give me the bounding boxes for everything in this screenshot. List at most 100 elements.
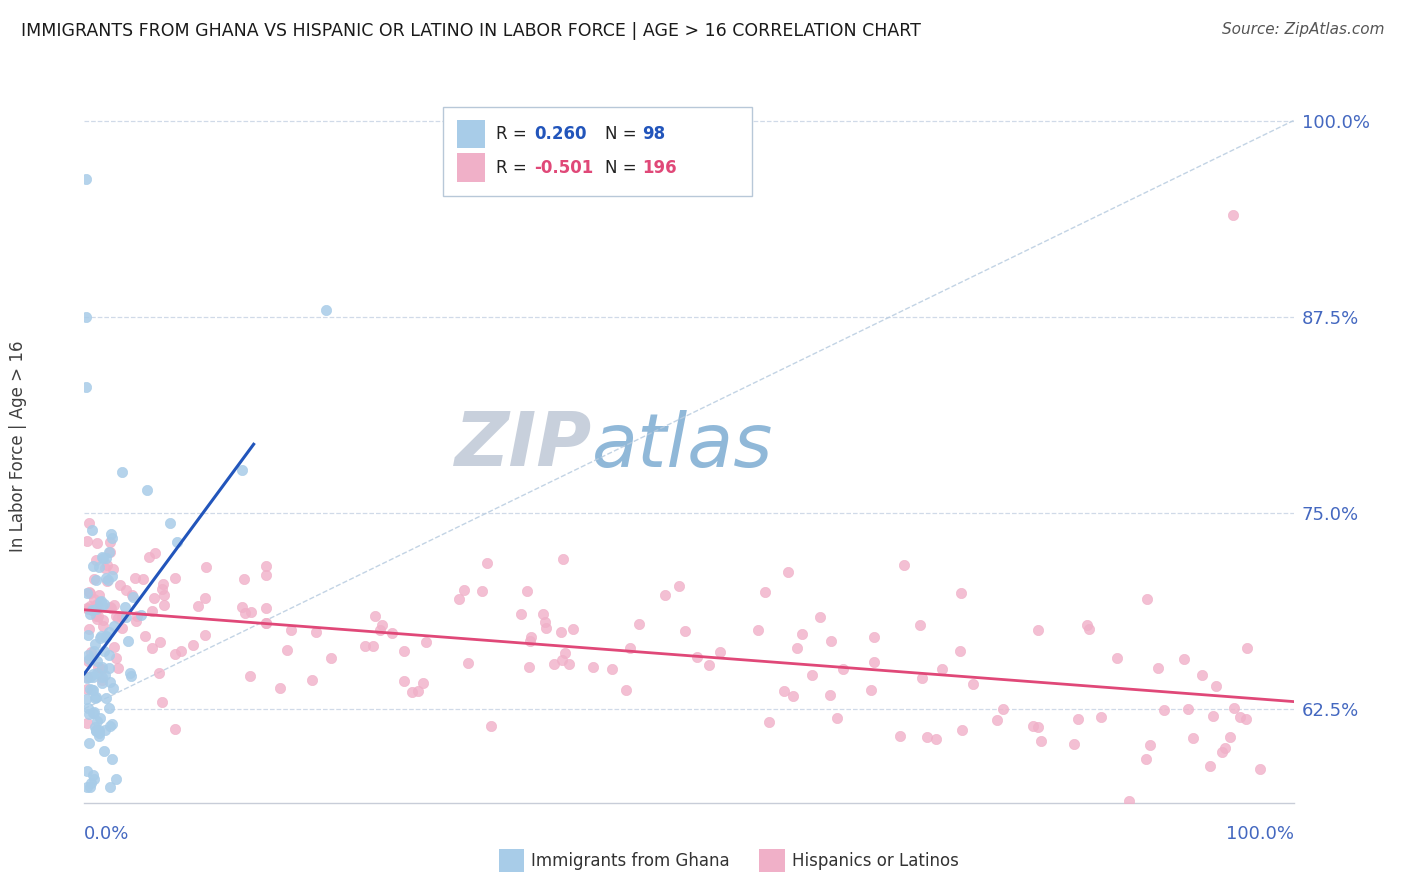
Point [79, 681, 101, 696]
Point [89, 632, 111, 646]
Point [194, 591, 217, 605]
Point [86, 714, 108, 728]
Point [83, 572, 105, 586]
Point [79, 586, 101, 600]
Point [82, 768, 104, 782]
Point [668, 579, 690, 593]
Point [1135, 752, 1157, 766]
Point [709, 645, 731, 659]
Point [1076, 618, 1098, 632]
Point [406, 683, 429, 698]
Point [103, 598, 125, 612]
Point [98, 600, 121, 615]
Point [77, 622, 100, 636]
Point [94, 551, 117, 566]
Text: 0.0%: 0.0% [84, 825, 129, 843]
Point [315, 303, 337, 318]
Point [93, 597, 115, 611]
Point [90, 629, 112, 643]
Point [1234, 712, 1257, 726]
Point [107, 661, 129, 675]
Point [831, 662, 853, 676]
Point [551, 653, 574, 667]
Point [931, 662, 953, 676]
Point [76, 533, 98, 548]
Point [516, 584, 538, 599]
Point [86, 666, 108, 681]
Point [90, 670, 112, 684]
Point [107, 611, 129, 625]
Point [392, 674, 415, 689]
Point [254, 600, 277, 615]
Point [1249, 763, 1271, 777]
Point [697, 658, 720, 673]
Point [471, 584, 494, 599]
Point [114, 609, 136, 624]
Point [77, 700, 100, 714]
Point [1222, 208, 1244, 222]
Point [254, 568, 277, 582]
Point [152, 599, 174, 613]
Point [86, 660, 108, 674]
Point [254, 615, 277, 630]
Point [370, 618, 392, 632]
Point [87, 726, 110, 740]
Point [986, 713, 1008, 727]
Point [412, 675, 434, 690]
Point [118, 665, 141, 680]
Point [1090, 710, 1112, 724]
Point [754, 584, 776, 599]
Point [76, 602, 98, 616]
Point [82, 683, 104, 698]
Point [186, 599, 208, 614]
Point [600, 662, 623, 676]
Point [520, 630, 543, 644]
Point [915, 730, 938, 744]
Text: ZIP: ZIP [456, 409, 592, 483]
Point [194, 560, 217, 574]
Point [1001, 809, 1024, 823]
Point [86, 573, 108, 587]
Text: Source: ZipAtlas.com: Source: ZipAtlas.com [1222, 22, 1385, 37]
Point [924, 732, 946, 747]
Point [91, 659, 114, 673]
Point [194, 628, 217, 642]
Point [166, 535, 188, 549]
Point [76, 780, 98, 794]
Point [86, 724, 108, 739]
Point [94, 723, 117, 737]
Point [98, 625, 121, 640]
Point [1147, 660, 1170, 674]
Point [141, 604, 163, 618]
Point [94, 690, 117, 705]
Point [381, 625, 404, 640]
Point [543, 657, 565, 672]
Point [124, 614, 146, 628]
Point [131, 572, 153, 586]
Point [76, 764, 98, 779]
Point [818, 688, 841, 702]
Point [90, 673, 112, 687]
Point [96, 574, 118, 589]
Point [91, 613, 114, 627]
Text: R =: R = [496, 159, 527, 177]
Point [1026, 623, 1049, 637]
Point [89, 711, 111, 725]
Point [111, 621, 134, 635]
Point [114, 599, 136, 614]
Point [1153, 703, 1175, 717]
Point [79, 599, 101, 614]
Point [449, 592, 471, 607]
Point [479, 719, 502, 733]
Point [1063, 737, 1085, 751]
Point [93, 561, 115, 575]
Point [991, 702, 1014, 716]
Point [87, 560, 110, 574]
Point [96, 558, 118, 572]
Point [86, 536, 108, 550]
Point [94, 629, 117, 643]
Point [911, 672, 934, 686]
Point [392, 643, 415, 657]
Point [531, 607, 554, 622]
Point [534, 615, 557, 630]
